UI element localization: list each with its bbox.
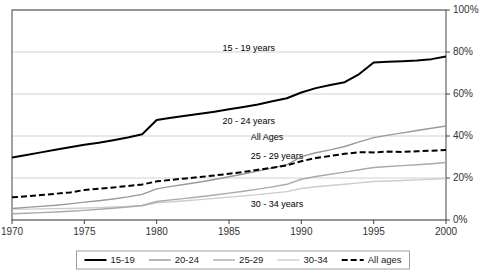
x-tick-label: 1980 <box>146 226 169 237</box>
lines <box>12 56 446 213</box>
y-tick-label: 20% <box>453 172 473 183</box>
series-line <box>12 150 446 197</box>
legend-item: All ages <box>342 254 402 265</box>
chart: 0% 20% 40% 60% 80% 100% 1970 1975 1980 1985 1990 19… <box>0 0 486 275</box>
y-tick <box>446 10 450 11</box>
axes: 0% 20% 40% 60% 80% 100% 1970 1975 1980 1985 1990 19… <box>1 4 479 237</box>
legend-item: 15-19 <box>84 254 134 265</box>
x-tick-label: 1990 <box>290 226 313 237</box>
annotation: 25 - 29 years <box>251 151 304 161</box>
y-tick-label: 0% <box>453 214 468 225</box>
y-tick <box>446 136 450 137</box>
legend-swatch <box>84 259 106 261</box>
grid-line <box>12 178 446 179</box>
x-tick <box>373 220 374 224</box>
annotation: 20 - 24 years <box>222 116 275 126</box>
series-line <box>12 126 446 209</box>
series-line <box>12 162 446 213</box>
legend-label: 15-19 <box>110 254 134 265</box>
page: {"chart_data": { "type": "line", "x": [1… <box>0 0 486 275</box>
x-tick <box>229 220 230 224</box>
legend-label: 25-29 <box>239 254 263 265</box>
annotations: 15 - 19 years 20 - 24 years All Ages 25 - 2… <box>222 43 303 208</box>
y-tick-label: 60% <box>453 88 473 99</box>
x-tick <box>446 220 447 224</box>
x-tick-label: 1985 <box>218 226 241 237</box>
annotation: 30 - 34 years <box>251 199 304 209</box>
y-tick-label: 40% <box>453 130 473 141</box>
x-tick <box>156 220 157 224</box>
grid <box>12 10 446 220</box>
annotation: 15 - 19 years <box>222 43 275 53</box>
x-tick-label: 1995 <box>363 226 386 237</box>
x-tick <box>84 220 85 224</box>
legend-label: All ages <box>368 254 402 265</box>
legend-item: 20-24 <box>149 254 199 265</box>
series-line <box>12 179 446 209</box>
y-tick-label: 80% <box>453 46 473 57</box>
legend-swatch <box>342 259 364 261</box>
legend-swatch <box>213 259 235 260</box>
legend-item: 30-34 <box>277 254 327 265</box>
annotation: All Ages <box>251 132 284 142</box>
y-tick <box>446 52 450 53</box>
legend-item: 25-29 <box>213 254 263 265</box>
legend-box <box>76 251 409 269</box>
y-tick-label: 100% <box>453 4 479 15</box>
legend-swatch <box>149 259 171 260</box>
x-tick <box>12 220 13 224</box>
y-tick <box>446 94 450 95</box>
legend: 15-19 20-24 25-29 30-34 All ages <box>76 251 409 269</box>
x-tick-label: 2000 <box>435 226 458 237</box>
y-tick <box>446 220 450 221</box>
plot-frame <box>12 10 446 220</box>
grid-line <box>12 94 446 95</box>
series-line <box>12 56 446 157</box>
x-tick-label: 1975 <box>73 226 96 237</box>
x-tick-label: 1970 <box>1 226 24 237</box>
legend-label: 20-24 <box>175 254 199 265</box>
legend-swatch <box>277 259 299 260</box>
x-tick <box>301 220 302 224</box>
y-tick <box>446 178 450 179</box>
legend-label: 30-34 <box>303 254 327 265</box>
